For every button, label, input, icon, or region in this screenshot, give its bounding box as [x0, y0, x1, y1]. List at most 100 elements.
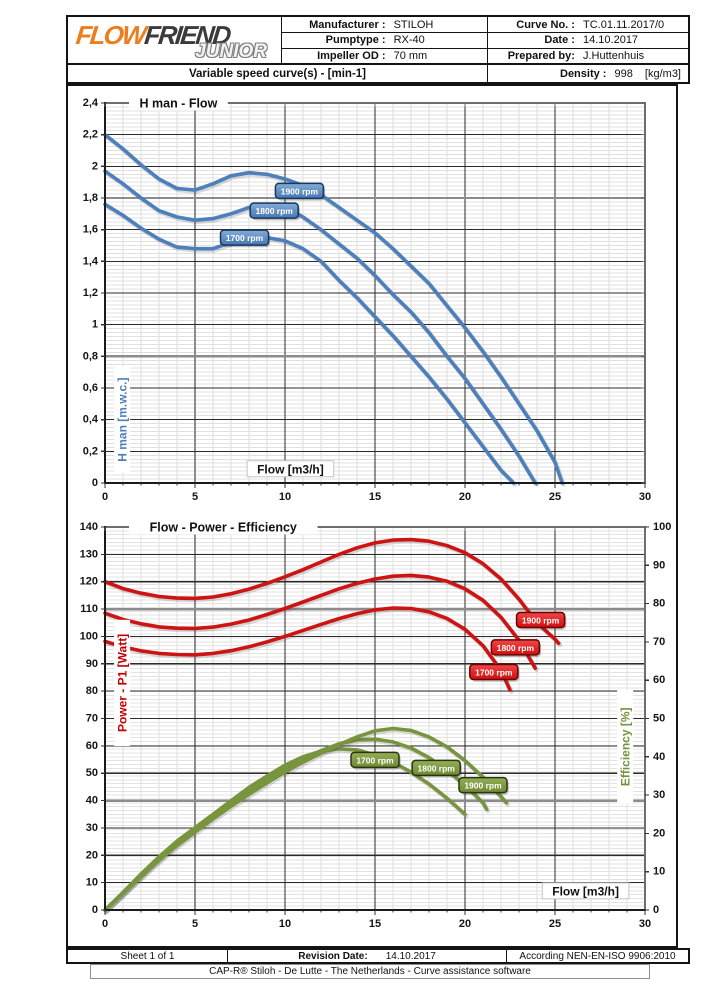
svg-text:Flow [m3/h]: Flow [m3/h]: [257, 462, 324, 476]
svg-text:0: 0: [92, 904, 98, 916]
variable-speed-label: Variable speed curve(s) - [min-1]: [188, 67, 367, 80]
svg-text:40: 40: [86, 795, 98, 807]
svg-text:1: 1: [92, 319, 98, 331]
svg-text:120: 120: [80, 576, 98, 588]
revision-date: Revision Date: 14.10.2017: [227, 950, 507, 962]
svg-text:110: 110: [80, 603, 98, 615]
svg-text:Efficiency [%]: Efficiency [%]: [619, 707, 633, 786]
svg-text:0,2: 0,2: [83, 445, 98, 457]
svg-text:H man - Flow: H man - Flow: [140, 97, 218, 111]
svg-text:30: 30: [86, 822, 98, 834]
svg-text:25: 25: [549, 491, 561, 503]
svg-text:2: 2: [92, 160, 98, 172]
svg-text:Flow - Power - Efficiency: Flow - Power - Efficiency: [150, 521, 297, 535]
svg-text:100: 100: [80, 630, 98, 642]
svg-text:70: 70: [86, 713, 98, 725]
rpm-label-1900-rpm: 1900 rpm: [515, 611, 567, 630]
logo-junior: JUNIOR: [195, 41, 267, 62]
svg-text:80: 80: [86, 685, 98, 697]
chart-title: Flow - Power - Efficiency: [129, 519, 318, 535]
svg-text:90: 90: [86, 658, 98, 670]
rpm-label-1800-rpm: 1800 rpm: [411, 759, 462, 778]
svg-text:100: 100: [653, 521, 671, 533]
field-prepared-by: Prepared by: J.Huttenhuis: [487, 47, 688, 63]
svg-text:1,4: 1,4: [83, 255, 99, 267]
svg-text:1900 rpm: 1900 rpm: [464, 781, 502, 791]
svg-text:0: 0: [102, 918, 108, 930]
svg-text:50: 50: [653, 713, 665, 725]
svg-text:2,2: 2,2: [83, 129, 98, 141]
svg-text:80: 80: [653, 598, 665, 610]
svg-text:Flow [m3/h]: Flow [m3/h]: [552, 884, 619, 898]
according-standard: According NEN-EN-ISO 9906:2010: [519, 950, 676, 962]
field-impeller-od: Impeller OD : 70 mm: [281, 47, 487, 63]
svg-text:25: 25: [549, 918, 561, 930]
svg-text:Power - P1 [Watt]: Power - P1 [Watt]: [116, 634, 130, 732]
hman-flow-chart: 0 5 10 15 20 25 30 0 0,2 0,4 0,6 0,8 1 1,2 1,4 1,6 1,8 2 2…: [83, 95, 651, 503]
field-manufacturer: Manufacturer : STILOH: [281, 17, 487, 33]
svg-text:0,6: 0,6: [83, 382, 98, 394]
rpm-label-1700-rpm: 1700 rpm: [469, 663, 520, 682]
svg-text:1700 rpm: 1700 rpm: [356, 755, 394, 765]
charts-container: 0 5 10 15 20 25 30 0 0,2 0,4 0,6 0,8 1 1,2 1,4 1,6 1,8 2 2…: [66, 84, 678, 948]
rpm-label-1800-rpm: 1800 rpm: [249, 202, 300, 221]
flow-power-efficiency-chart: 0 5 10 15 20 25 300102030405060708090100110120…: [80, 519, 671, 930]
svg-text:5: 5: [192, 918, 198, 930]
svg-text:60: 60: [86, 740, 98, 752]
svg-text:30: 30: [639, 918, 651, 930]
svg-text:1700 rpm: 1700 rpm: [475, 667, 513, 677]
svg-text:20: 20: [459, 491, 471, 503]
svg-text:2,4: 2,4: [83, 97, 99, 109]
x-axis-title: Flow [m3/h]: [541, 882, 630, 900]
field-curve-no: Curve No. : TC.01.11.2017/0: [487, 17, 688, 33]
svg-text:0,4: 0,4: [83, 414, 99, 426]
header-table: FLOWFRIEND JUNIOR Manufacturer : STILOH …: [66, 15, 690, 65]
y-axis-title: H man [m.w.c.]: [114, 366, 131, 473]
rpm-label-1900-rpm: 1900 rpm: [458, 776, 509, 795]
rpm-label-1700-rpm: 1700 rpm: [219, 229, 271, 248]
svg-text:20: 20: [653, 827, 665, 839]
svg-text:1700 rpm: 1700 rpm: [226, 233, 264, 243]
svg-text:30: 30: [653, 789, 665, 801]
field-date: Date : 14.10.2017: [487, 32, 688, 48]
curve-1700-rpm: [103, 606, 512, 692]
rpm-label-1900-rpm: 1900 rpm: [274, 182, 326, 201]
svg-text:1900 rpm: 1900 rpm: [281, 186, 319, 196]
sheet-number: Sheet 1 of 1: [120, 950, 175, 962]
logo: FLOWFRIEND JUNIOR: [68, 17, 281, 63]
svg-text:10: 10: [653, 866, 665, 878]
software-credit: CAP-R® Stiloh - De Lutte - The Netherlan…: [90, 964, 650, 979]
svg-text:70: 70: [653, 636, 665, 648]
density-cell: Density : 998 [kg/m3]: [487, 65, 688, 82]
density-label: Density :: [560, 67, 610, 80]
svg-text:10: 10: [86, 877, 98, 889]
rpm-label-1800-rpm: 1800 rpm: [490, 639, 542, 658]
y-axis-title: Power - P1 [Watt]: [114, 619, 131, 747]
x-axis-title: Flow [m3/h]: [246, 460, 335, 478]
svg-text:1,2: 1,2: [83, 287, 98, 299]
svg-text:140: 140: [80, 521, 98, 533]
curve-1800-rpm: [103, 573, 538, 671]
curve-1900-rpm: [103, 726, 509, 912]
pump-curve-charts: 0 5 10 15 20 25 30 0 0,2 0,4 0,6 0,8 1 1,2 1,4 1,6 1,8 2 2…: [66, 84, 678, 948]
svg-text:10: 10: [279, 491, 291, 503]
variable-speed-row: Variable speed curve(s) - [min-1] Densit…: [66, 63, 690, 84]
svg-text:30: 30: [639, 491, 651, 503]
curve-1800-rpm: [103, 169, 538, 485]
svg-text:40: 40: [653, 751, 665, 763]
svg-text:15: 15: [369, 491, 381, 503]
footer-bar: Sheet 1 of 1 Revision Date: 14.10.2017 A…: [66, 948, 690, 964]
density-value: 998: [614, 67, 633, 80]
svg-text:20: 20: [86, 849, 98, 861]
y2-axis-title: Efficiency [%]: [617, 690, 634, 804]
svg-text:10: 10: [279, 918, 291, 930]
curve-1700-rpm: [103, 202, 516, 485]
svg-text:1,8: 1,8: [83, 192, 98, 204]
density-unit: [kg/m3]: [644, 67, 681, 80]
svg-text:1,6: 1,6: [83, 224, 98, 236]
svg-text:0,8: 0,8: [83, 350, 98, 362]
curve-1900-rpm: [103, 132, 565, 485]
svg-text:20: 20: [459, 918, 471, 930]
curve-1900-rpm: [103, 537, 561, 646]
